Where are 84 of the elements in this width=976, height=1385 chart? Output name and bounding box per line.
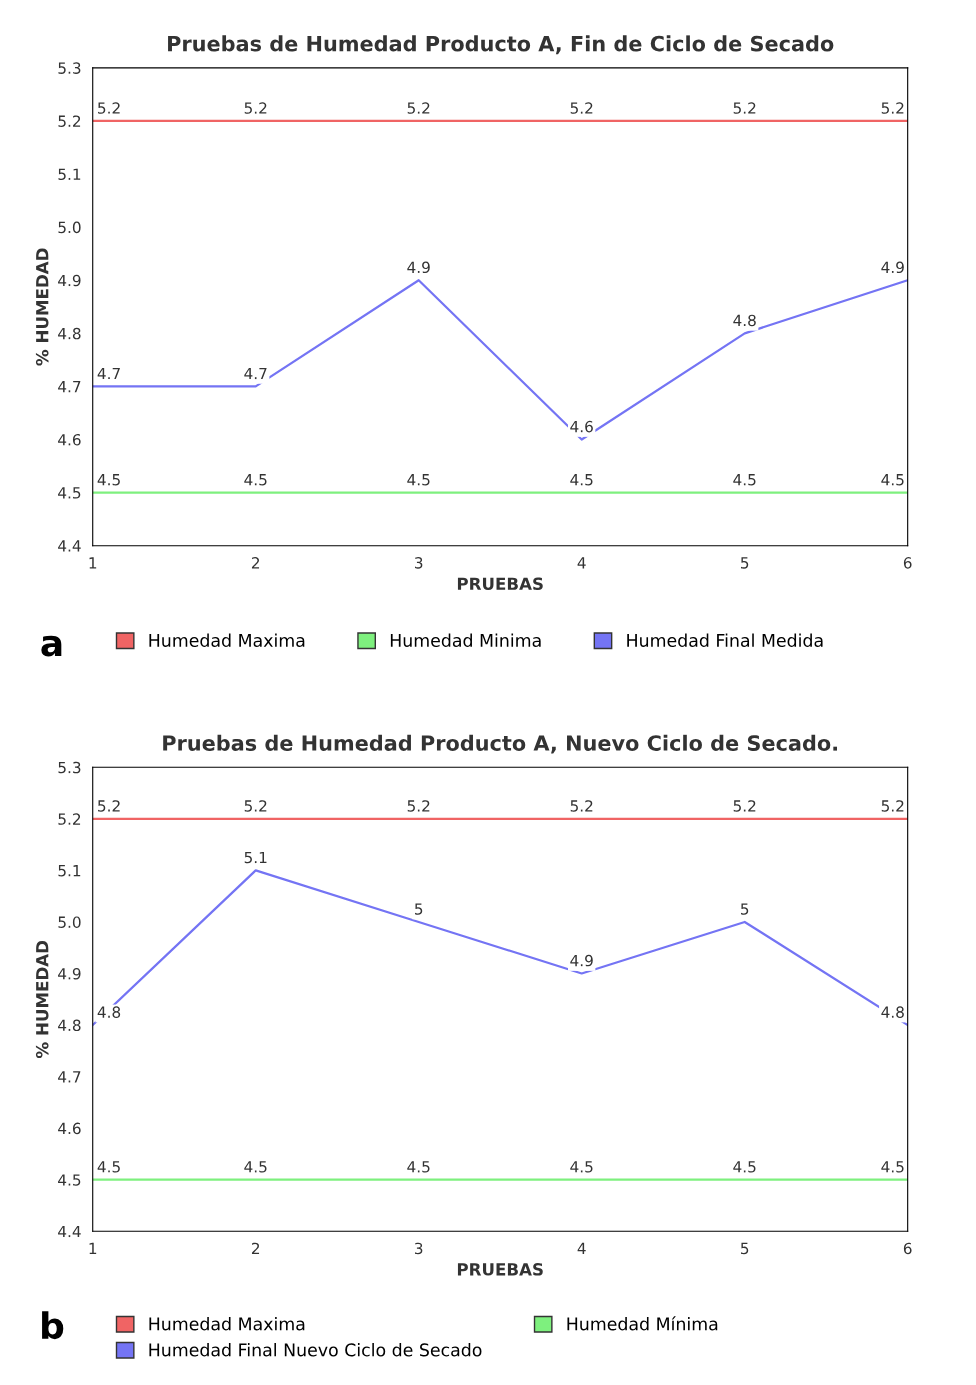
data-label: 5.2 xyxy=(570,800,593,812)
data-label: 4.6 xyxy=(570,420,593,433)
x-tick-label: 6 xyxy=(903,557,912,569)
data-label: 4.9 xyxy=(407,261,430,274)
x-tick-label: 6 xyxy=(903,1242,912,1255)
chart-title: Pruebas de Humedad Producto A, Fin de Ciclo de Secado xyxy=(168,35,834,55)
y-tick-label: 4.4 xyxy=(58,1225,81,1238)
x-tick-label: 4 xyxy=(577,1242,586,1254)
y-tick-label: 4.6 xyxy=(58,433,81,446)
y-tick-label: 5.1 xyxy=(58,168,81,181)
y-tick-label: 5.3 xyxy=(58,761,81,774)
data-label: 5.2 xyxy=(98,102,120,114)
chart-title: Pruebas de Humedad Producto A, Nuevo Ciclo de Secado. xyxy=(163,734,837,754)
data-label: 4.5 xyxy=(570,474,593,486)
y-tick-label: 4.9 xyxy=(58,274,81,287)
y-axis-title: % HUMEDAD xyxy=(35,248,49,366)
text: a xyxy=(41,635,62,657)
data-label: 4.5 xyxy=(244,1161,267,1173)
line-series xyxy=(92,869,908,1027)
x-tick-label: 1 xyxy=(89,1242,97,1254)
x-tick-label: 5 xyxy=(741,557,749,569)
data-label: 5.2 xyxy=(570,102,593,114)
data-label: 5.2 xyxy=(407,102,430,114)
legend-label: Humedad Final Nuevo Ciclo de Secado xyxy=(149,1343,482,1357)
x-axis-title: PRUEBAS xyxy=(457,1263,543,1276)
y-tick-label: 4.6 xyxy=(58,1122,81,1135)
data-label: 4.8 xyxy=(733,314,756,327)
data-label: 5.2 xyxy=(244,800,267,812)
y-tick-label: 4.8 xyxy=(58,1019,81,1032)
data-label: 5.2 xyxy=(881,800,904,812)
legend-label: Humedad Minima xyxy=(390,633,541,647)
y-tick-label: 4.8 xyxy=(58,327,81,340)
data-label: 4.9 xyxy=(881,261,904,274)
data-label: 4.5 xyxy=(733,474,756,486)
data-label: 4.5 xyxy=(244,474,267,486)
data-label: 4.5 xyxy=(407,474,430,486)
x-tick-label: 3 xyxy=(415,557,423,569)
y-tick-label: 4.5 xyxy=(58,487,81,499)
data-label: 4.9 xyxy=(570,954,593,967)
data-label: 5.2 xyxy=(244,102,267,114)
y-tick-label: 4.7 xyxy=(58,1071,81,1083)
data-label: 5.2 xyxy=(881,102,904,114)
y-tick-label: 5.1 xyxy=(58,865,81,877)
x-tick-label: 1 xyxy=(89,557,97,569)
y-tick-label: 5.0 xyxy=(58,916,81,928)
data-label: 4.5 xyxy=(407,1161,430,1173)
x-axis-title: PRUEBAS xyxy=(457,577,543,591)
y-tick-label: 4.5 xyxy=(58,1174,81,1186)
data-label: 5.2 xyxy=(733,102,756,114)
data-label: 4.7 xyxy=(244,367,267,380)
data-label: 4.5 xyxy=(733,1161,756,1173)
legend-label: Humedad Mínima xyxy=(567,1316,718,1331)
data-label: 4.5 xyxy=(570,1161,593,1173)
data-label: 4.5 xyxy=(881,474,904,486)
x-tick-label: 3 xyxy=(415,1242,423,1255)
data-label: 5 xyxy=(415,903,423,915)
data-label: 4.7 xyxy=(97,367,120,380)
data-label: 4.8 xyxy=(881,1006,904,1018)
data-label: 5.2 xyxy=(407,800,430,812)
x-tick-label: 2 xyxy=(251,1242,260,1254)
x-tick-label: 4 xyxy=(577,557,586,569)
legend-label: Humedad Final Medida xyxy=(627,633,823,647)
legend-label: Humedad Maxima xyxy=(149,633,305,647)
data-label: 5.2 xyxy=(98,800,120,812)
data-label: 5.1 xyxy=(244,851,267,864)
x-tick-label: 2 xyxy=(251,557,260,569)
x-tick-label: 5 xyxy=(741,1242,749,1255)
data-label: 4.5 xyxy=(881,1161,904,1173)
y-tick-label: 4.4 xyxy=(58,540,81,552)
y-tick-label: 4.9 xyxy=(58,967,81,980)
data-label: 5.2 xyxy=(733,800,756,812)
y-tick-label: 5.2 xyxy=(58,813,81,825)
data-label: 5 xyxy=(741,903,749,915)
text: b xyxy=(42,1311,64,1340)
y-axis-title: % HUMEDAD xyxy=(35,940,49,1058)
y-tick-label: 5.0 xyxy=(58,221,81,234)
data-label: 4.5 xyxy=(97,1161,120,1173)
legend-label: Humedad Maxima xyxy=(149,1317,305,1331)
y-tick-label: 5.3 xyxy=(58,62,81,74)
line-series xyxy=(92,279,908,441)
data-label: 4.5 xyxy=(97,474,120,486)
data-label: 4.8 xyxy=(97,1006,121,1018)
y-tick-label: 4.7 xyxy=(58,381,81,393)
y-tick-label: 5.2 xyxy=(58,115,81,127)
